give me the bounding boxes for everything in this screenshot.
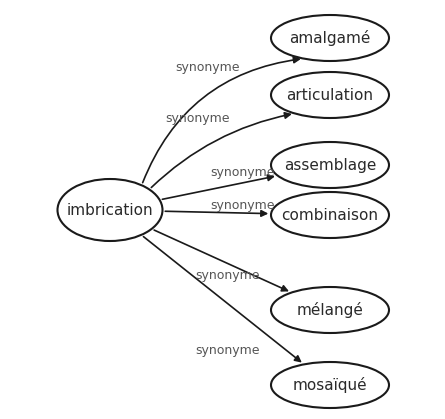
Text: synonyme: synonyme (210, 199, 275, 212)
Text: assemblage: assemblage (284, 158, 376, 173)
Text: synonyme: synonyme (210, 166, 275, 178)
Text: synonyme: synonyme (195, 344, 259, 357)
Text: amalgamé: amalgamé (289, 30, 371, 46)
Text: mélangé: mélangé (296, 302, 364, 318)
FancyArrowPatch shape (151, 113, 290, 188)
FancyArrowPatch shape (162, 175, 273, 199)
Text: mosaïqué: mosaïqué (293, 377, 367, 393)
FancyArrowPatch shape (143, 237, 300, 362)
Text: articulation: articulation (287, 88, 373, 103)
Text: synonyme: synonyme (165, 111, 230, 124)
Text: imbrication: imbrication (67, 202, 154, 217)
Text: synonyme: synonyme (175, 62, 239, 75)
FancyArrowPatch shape (154, 230, 287, 291)
Text: synonyme: synonyme (195, 269, 259, 282)
Text: combinaison: combinaison (282, 207, 379, 222)
FancyArrowPatch shape (165, 211, 267, 216)
FancyArrowPatch shape (143, 57, 299, 183)
